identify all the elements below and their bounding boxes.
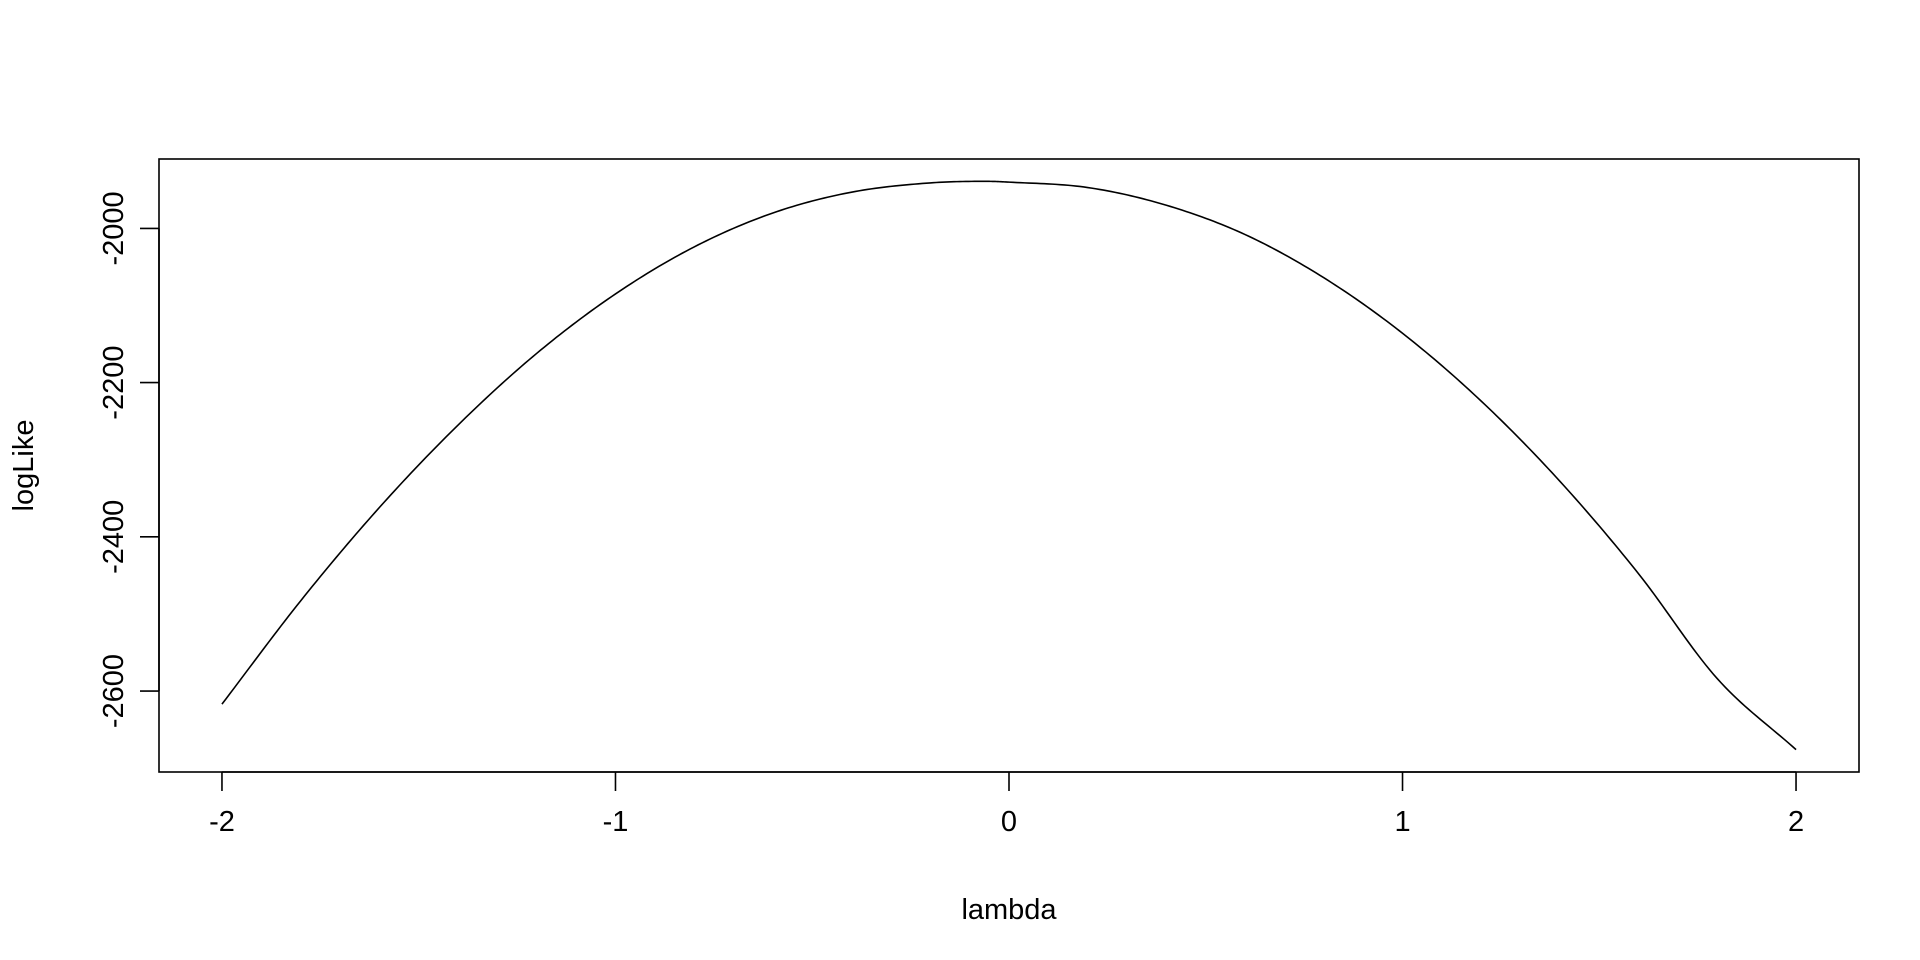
- y-axis: -2000 -2200 -2400 -2600: [98, 191, 160, 728]
- y-tick-label: -2600: [98, 654, 130, 728]
- y-tick-label: -2000: [98, 191, 130, 265]
- x-axis: -2 -1 0 1 2: [209, 771, 1804, 838]
- x-axis-title: lambda: [961, 894, 1057, 926]
- x-tick-label: 1: [1394, 806, 1410, 838]
- x-tick-label: -2: [209, 806, 235, 838]
- plot-frame: [158, 158, 1860, 773]
- y-axis-title: logLike: [8, 420, 40, 512]
- x-tick-label: 0: [1001, 806, 1017, 838]
- y-tick-label: -2400: [98, 500, 130, 574]
- loglike-curve: [221, 180, 1797, 751]
- x-tick-label: 2: [1788, 806, 1804, 838]
- y-tick-label: -2200: [98, 346, 130, 420]
- x-tick-label: -1: [603, 806, 629, 838]
- series-layer: [221, 180, 1797, 751]
